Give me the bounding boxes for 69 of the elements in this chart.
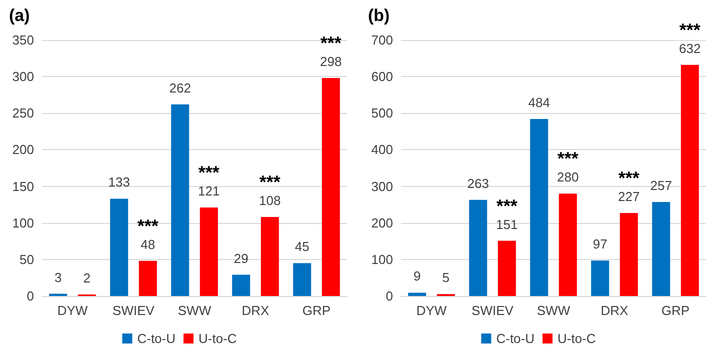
bar bbox=[680, 64, 699, 296]
data-label: *** 227 bbox=[618, 168, 640, 204]
data-label: 29 bbox=[234, 250, 248, 266]
data-label: 5 bbox=[442, 270, 450, 286]
y-tick-label: 300 bbox=[371, 178, 393, 194]
x-tick-label: DYW bbox=[57, 303, 88, 318]
x-tick-label: GRP bbox=[661, 303, 690, 318]
bar bbox=[200, 207, 218, 296]
x-tick-label: SWIEV bbox=[112, 303, 155, 318]
data-label: 3 bbox=[54, 270, 62, 285]
y-tick-label: 150 bbox=[12, 178, 34, 194]
y-tick-label: 200 bbox=[371, 215, 393, 230]
bar bbox=[293, 263, 312, 296]
bar bbox=[171, 104, 190, 296]
chart-title: (b) bbox=[368, 6, 390, 25]
bar bbox=[232, 274, 250, 296]
data-label: *** 108 bbox=[259, 172, 281, 208]
bar bbox=[652, 202, 670, 296]
y-tick-label: 100 bbox=[12, 215, 34, 230]
data-label: 262 bbox=[169, 80, 191, 96]
data-label: 263 bbox=[467, 176, 489, 191]
bar bbox=[530, 118, 548, 296]
y-tick-label: 700 bbox=[371, 32, 393, 48]
y-tick-label: 200 bbox=[12, 142, 34, 158]
y-tick-label: 500 bbox=[371, 106, 393, 121]
x-tick-label: DRX bbox=[242, 303, 270, 318]
data-label: 97 bbox=[592, 236, 608, 252]
x-tick-label: SWIEV bbox=[472, 303, 514, 318]
data-label: *** 151 bbox=[496, 196, 518, 232]
data-label: *** 280 bbox=[557, 148, 579, 185]
bar bbox=[469, 200, 488, 296]
x-tick-label: SWW bbox=[536, 303, 571, 318]
legend-label: C-to-U bbox=[496, 331, 535, 346]
data-label: *** 632 bbox=[679, 20, 701, 56]
y-tick-label: 0 bbox=[386, 288, 393, 304]
y-tick-label: 0 bbox=[26, 288, 34, 304]
data-label: *** 121 bbox=[198, 162, 220, 198]
y-tick-label: 350 bbox=[12, 32, 34, 48]
data-label: *** 298 bbox=[320, 33, 342, 70]
bar bbox=[591, 260, 610, 296]
legend-label: C-to-U bbox=[137, 331, 176, 346]
y-tick-label: 50 bbox=[20, 252, 34, 267]
x-tick-label: DYW bbox=[416, 303, 448, 318]
x-tick-label: SWW bbox=[178, 303, 212, 318]
y-tick-label: 250 bbox=[12, 106, 34, 121]
x-tick-label: DRX bbox=[600, 303, 629, 318]
data-label: 2 bbox=[83, 270, 91, 286]
bar bbox=[138, 260, 157, 296]
y-tick-label: 600 bbox=[371, 69, 393, 84]
y-tick-label: 100 bbox=[371, 252, 393, 267]
data-label: 133 bbox=[108, 174, 130, 190]
bar bbox=[408, 292, 426, 296]
legend-label: U-to-C bbox=[558, 331, 596, 346]
y-tick-label: 300 bbox=[12, 69, 34, 84]
data-label: 484 bbox=[528, 94, 550, 110]
x-tick-label: GRP bbox=[302, 303, 331, 318]
data-label: 45 bbox=[294, 239, 310, 254]
chart-title: (a) bbox=[9, 6, 30, 25]
bar bbox=[498, 240, 516, 296]
data-label: 9 bbox=[413, 268, 421, 284]
data-label: *** 48 bbox=[137, 216, 158, 252]
data-label: 257 bbox=[650, 178, 672, 194]
bar bbox=[620, 212, 638, 296]
bar bbox=[322, 78, 340, 296]
legend-label: U-to-C bbox=[198, 331, 237, 346]
y-tick-label: 400 bbox=[371, 142, 393, 158]
bar bbox=[558, 194, 577, 296]
bar bbox=[260, 217, 279, 296]
bar bbox=[110, 198, 128, 296]
